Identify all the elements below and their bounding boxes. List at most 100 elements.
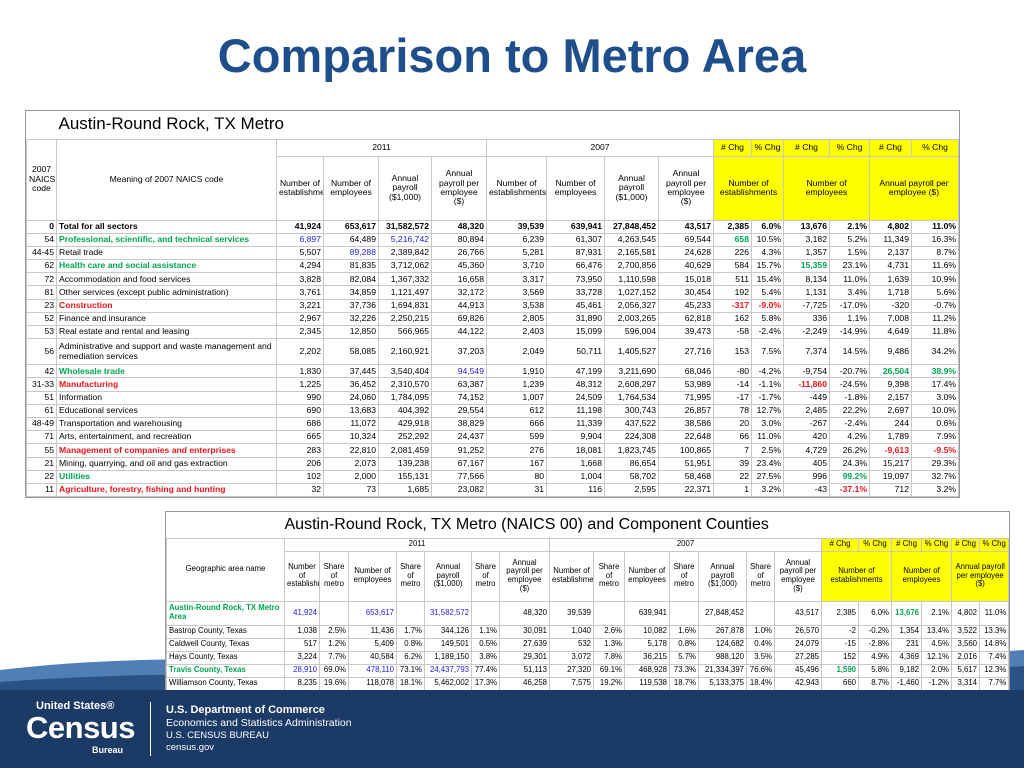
table-cell: 468,928 — [624, 663, 670, 678]
table-cell: -1.8% — [829, 390, 870, 405]
column-header: Number of employees — [624, 550, 670, 602]
table-cell: 17.3% — [471, 676, 500, 691]
table-cell: 27,848,452 — [604, 219, 659, 234]
table-cell: 11.2% — [911, 311, 959, 327]
change-header: # Chg — [783, 138, 830, 157]
column-header: Share of metro — [593, 550, 625, 602]
column-header: Annual payroll ($1,000) — [378, 155, 432, 221]
column-header: Annual payroll ($1,000) — [698, 550, 747, 602]
table-cell: 11.0% — [978, 600, 1010, 626]
table-cell: Professional, scientific, and technical … — [56, 232, 277, 247]
table-cell: 62 — [26, 259, 57, 274]
table-cell: 3,224 — [284, 650, 320, 665]
column-header: Number of employees — [323, 155, 379, 221]
table-cell: 66 — [713, 430, 752, 445]
data-row: 56 Administrative and support and waste m… — [26, 338, 959, 366]
table-cell: 1,131 — [783, 285, 830, 300]
table-cell: 46,258 — [499, 676, 550, 691]
table-cell: 2,003,265 — [604, 311, 659, 327]
table-cell: 9,486 — [869, 338, 912, 366]
table-metro-sectors: Austin-Round Rock, TX Metro 2007 NAICS co… — [25, 110, 960, 499]
table-cell: 0.5% — [471, 637, 500, 652]
table-cell: 155,131 — [378, 469, 432, 484]
table-cell: 39,473 — [658, 324, 714, 340]
table-cell: -17 — [713, 390, 752, 405]
table-cell: 1,040 — [549, 624, 594, 639]
table-cell: 39 — [713, 456, 752, 471]
table-cell: 4,729 — [783, 443, 830, 458]
data-row: 22 Utilities 102 2,000 155,131 77,566 80 1,004 5… — [26, 469, 959, 484]
table-cell: 23 — [26, 298, 57, 313]
table-cell: -267 — [783, 416, 830, 432]
table-cell: 3,538 — [486, 298, 547, 313]
table-counties: Austin-Round Rock, TX Metro (NAICS 00) a… — [165, 511, 1011, 692]
table-cell: 2,385 — [821, 600, 859, 626]
table-cell: 68,046 — [658, 364, 714, 379]
table-cell: 31,890 — [546, 311, 605, 327]
divider — [150, 702, 151, 756]
table-cell: 24,509 — [546, 390, 605, 405]
table-cell: 50,711 — [546, 338, 605, 366]
table-cell: 666 — [486, 416, 547, 432]
table-cell: 283 — [276, 443, 324, 458]
table-cell: 4.5% — [921, 637, 952, 652]
table-cell: 0.8% — [669, 637, 699, 652]
table-cell: 52 — [26, 311, 57, 327]
data-row: 51 Information 990 24,060 1,784,095 74,152 1,0… — [26, 390, 959, 405]
column-header: Number of employees — [546, 155, 605, 221]
table-cell: 1,357 — [783, 245, 830, 261]
footer-line: census.gov — [166, 742, 215, 753]
table-cell: 1,784,095 — [378, 390, 432, 405]
table-cell: 7,575 — [549, 676, 594, 691]
table-cell: -2.4% — [751, 324, 784, 340]
logo-top: United States® — [36, 700, 115, 712]
table-cell: 192 — [713, 285, 752, 300]
table-cell: Other services (except public administra… — [56, 285, 277, 300]
header-row: Number of establishmentsShare of metroNu… — [167, 550, 1010, 602]
table-cell: 18.1% — [396, 676, 425, 691]
table-cell: 1,354 — [891, 624, 922, 639]
table-cell: 31-33 — [26, 377, 57, 392]
data-row: 23 Construction 3,221 37,736 1,694,831 44,913… — [26, 298, 959, 313]
table-cell: 1,007 — [486, 390, 547, 405]
column-header: Annual payroll ($1,000) — [604, 155, 659, 221]
table-cell: 13,683 — [323, 403, 379, 418]
table-cell: 29.3% — [911, 456, 959, 471]
table-cell: 10,324 — [323, 430, 379, 445]
table-cell: 119,538 — [624, 676, 670, 691]
column-header: Number of employees — [348, 550, 397, 602]
table-cell: 23.4% — [751, 456, 784, 471]
table-cell: 8.7% — [858, 676, 892, 691]
table-cell: 3,314 — [951, 676, 980, 691]
data-row: 54 Professional, scientific, and technica… — [26, 232, 959, 247]
table-cell: 244 — [869, 416, 912, 432]
table-cell: 3.2% — [751, 482, 784, 498]
change-subheader: Annual payroll per employee ($) — [950, 550, 1010, 602]
table-cell: 584 — [713, 259, 752, 274]
table-cell: 22,648 — [658, 430, 714, 445]
table-cell: 48,320 — [499, 600, 550, 626]
table-cell: 2,385 — [713, 219, 752, 234]
title-row: Austin-Round Rock, TX Metro (NAICS 00) a… — [167, 512, 1009, 538]
table-cell: -320 — [869, 298, 912, 313]
table-cell: 1,830 — [276, 364, 324, 379]
table-cell: Williamson County, Texas — [166, 676, 285, 691]
table-cell: Agriculture, forestry, fishing and hunti… — [56, 482, 277, 498]
table-cell: 1,910 — [486, 364, 547, 379]
data-row: Hays County, Texas 3,224 7.7% 40,584 6.2% 1,1… — [166, 650, 1010, 665]
table-cell: -2.4% — [829, 416, 870, 432]
table-cell: 3,540,404 — [378, 364, 432, 379]
table-cell: 27,285 — [774, 650, 822, 665]
table-cell: 2,595 — [604, 482, 659, 498]
group-header: 2011 — [276, 138, 487, 157]
table-cell: 2,056,327 — [604, 298, 659, 313]
table-cell: 10.9% — [911, 272, 959, 287]
table-cell: 6.0% — [751, 219, 784, 234]
table-cell: 15.4% — [751, 272, 784, 287]
table-cell: -1.1% — [751, 377, 784, 392]
table-cell: 55 — [26, 443, 57, 458]
table-cell: 1.1% — [471, 624, 500, 639]
table-cell: 10.0% — [911, 403, 959, 418]
table-cell: 1 — [713, 482, 752, 498]
table-cell: 5.2% — [829, 232, 870, 247]
